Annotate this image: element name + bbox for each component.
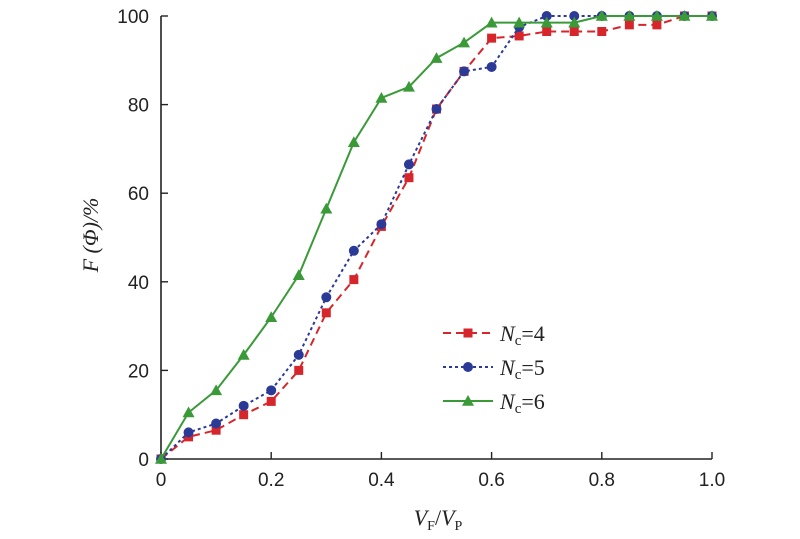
chart-legend: Nc=4Nc=5Nc=6 bbox=[443, 321, 545, 417]
data-point bbox=[485, 16, 498, 28]
data-point bbox=[459, 66, 470, 77]
legend-label-symbol: N bbox=[499, 355, 516, 380]
x-tick-label: 1.0 bbox=[699, 470, 725, 491]
data-point bbox=[347, 136, 360, 148]
x-axis-title: VF/VP bbox=[414, 505, 463, 534]
legend-label: Nc=4 bbox=[499, 321, 545, 349]
data-point bbox=[541, 11, 552, 21]
x-label-sub-1: F bbox=[427, 519, 435, 534]
x-label-separator: / bbox=[435, 505, 442, 530]
legend-item: Nc=4 bbox=[443, 321, 545, 349]
x-label-main-2: V bbox=[441, 505, 457, 530]
x-tick-label: 0.4 bbox=[368, 470, 395, 491]
legend-marker bbox=[462, 395, 474, 406]
data-point bbox=[293, 349, 304, 360]
series-line bbox=[160, 15, 712, 460]
data-point bbox=[237, 348, 250, 360]
y-tick-label: 100 bbox=[117, 7, 149, 28]
data-point bbox=[569, 27, 579, 37]
data-point bbox=[321, 292, 332, 303]
legend-marker bbox=[463, 328, 473, 338]
x-label-main: V bbox=[414, 505, 430, 530]
data-point bbox=[540, 16, 553, 28]
data-point bbox=[706, 10, 718, 21]
data-point bbox=[402, 80, 415, 92]
data-point bbox=[238, 400, 249, 411]
data-point bbox=[211, 425, 221, 435]
chart-axes bbox=[160, 16, 712, 460]
data-point bbox=[404, 173, 414, 183]
y-tick-label: 80 bbox=[128, 96, 149, 117]
legend-label-symbol: N bbox=[499, 321, 516, 346]
data-point bbox=[678, 10, 691, 21]
y-tick-label: 20 bbox=[128, 361, 149, 382]
data-point bbox=[431, 104, 442, 115]
data-point bbox=[514, 31, 524, 41]
data-point bbox=[595, 10, 608, 21]
legend-label-subscript: c bbox=[515, 401, 522, 417]
x-axis-ticks: 0 0.2 0.4 0.6 0.8 1.0 bbox=[156, 452, 725, 491]
legend-marker bbox=[463, 362, 473, 372]
data-point bbox=[239, 410, 249, 420]
x-label-sub-2: P bbox=[455, 519, 463, 534]
y-axis-title: F (Φ)/% bbox=[78, 198, 103, 274]
data-point bbox=[513, 16, 526, 28]
data-point bbox=[458, 36, 471, 48]
data-point bbox=[210, 384, 223, 396]
data-point bbox=[597, 27, 607, 37]
x-tick-label: 0.6 bbox=[478, 470, 504, 491]
data-point bbox=[624, 20, 634, 30]
data-point bbox=[486, 61, 497, 72]
series-2 bbox=[156, 11, 717, 464]
data-point bbox=[430, 52, 443, 63]
data-point bbox=[155, 453, 167, 464]
data-point bbox=[652, 20, 662, 30]
y-tick-label: 0 bbox=[138, 450, 149, 471]
legend-label: Nc=5 bbox=[499, 355, 545, 383]
data-point bbox=[375, 91, 388, 103]
data-point bbox=[294, 365, 304, 375]
y-tick-label: 60 bbox=[128, 184, 149, 205]
x-tick-label: 0.8 bbox=[589, 470, 615, 491]
data-point bbox=[487, 33, 497, 43]
series-line bbox=[160, 15, 712, 460]
data-point bbox=[650, 10, 663, 21]
legend-label-symbol: N bbox=[499, 389, 516, 414]
data-point bbox=[568, 16, 581, 28]
data-point bbox=[183, 427, 194, 438]
data-point bbox=[266, 385, 277, 396]
legend-item: Nc=6 bbox=[443, 389, 545, 417]
data-point bbox=[211, 418, 222, 429]
data-point bbox=[349, 275, 359, 285]
data-point bbox=[292, 269, 305, 280]
series-3 bbox=[155, 10, 718, 464]
legend-item: Nc=5 bbox=[443, 355, 545, 383]
data-point bbox=[266, 396, 276, 406]
data-point bbox=[623, 10, 636, 21]
data-point bbox=[320, 202, 333, 214]
data-point bbox=[265, 311, 278, 323]
plot-area bbox=[155, 10, 718, 464]
x-tick-label: 0.2 bbox=[258, 470, 284, 491]
data-point bbox=[569, 11, 580, 21]
data-point bbox=[321, 308, 331, 318]
data-point bbox=[182, 406, 195, 418]
legend-label: Nc=6 bbox=[499, 389, 545, 417]
y-axis-ticks: 0 20 40 60 80 100 bbox=[117, 7, 168, 471]
legend-label-value: =4 bbox=[521, 321, 544, 346]
series-1 bbox=[156, 11, 717, 464]
series-line bbox=[160, 15, 712, 460]
legend-label-value: =6 bbox=[521, 389, 544, 414]
data-point bbox=[376, 219, 387, 230]
legend-label-value: =5 bbox=[521, 355, 544, 380]
legend-label-subscript: c bbox=[515, 367, 522, 383]
data-point bbox=[403, 159, 414, 170]
x-tick-label: 0 bbox=[156, 470, 167, 491]
data-point bbox=[348, 245, 359, 256]
y-tick-label: 40 bbox=[128, 273, 149, 294]
data-point bbox=[542, 27, 552, 37]
legend-label-subscript: c bbox=[515, 333, 522, 349]
